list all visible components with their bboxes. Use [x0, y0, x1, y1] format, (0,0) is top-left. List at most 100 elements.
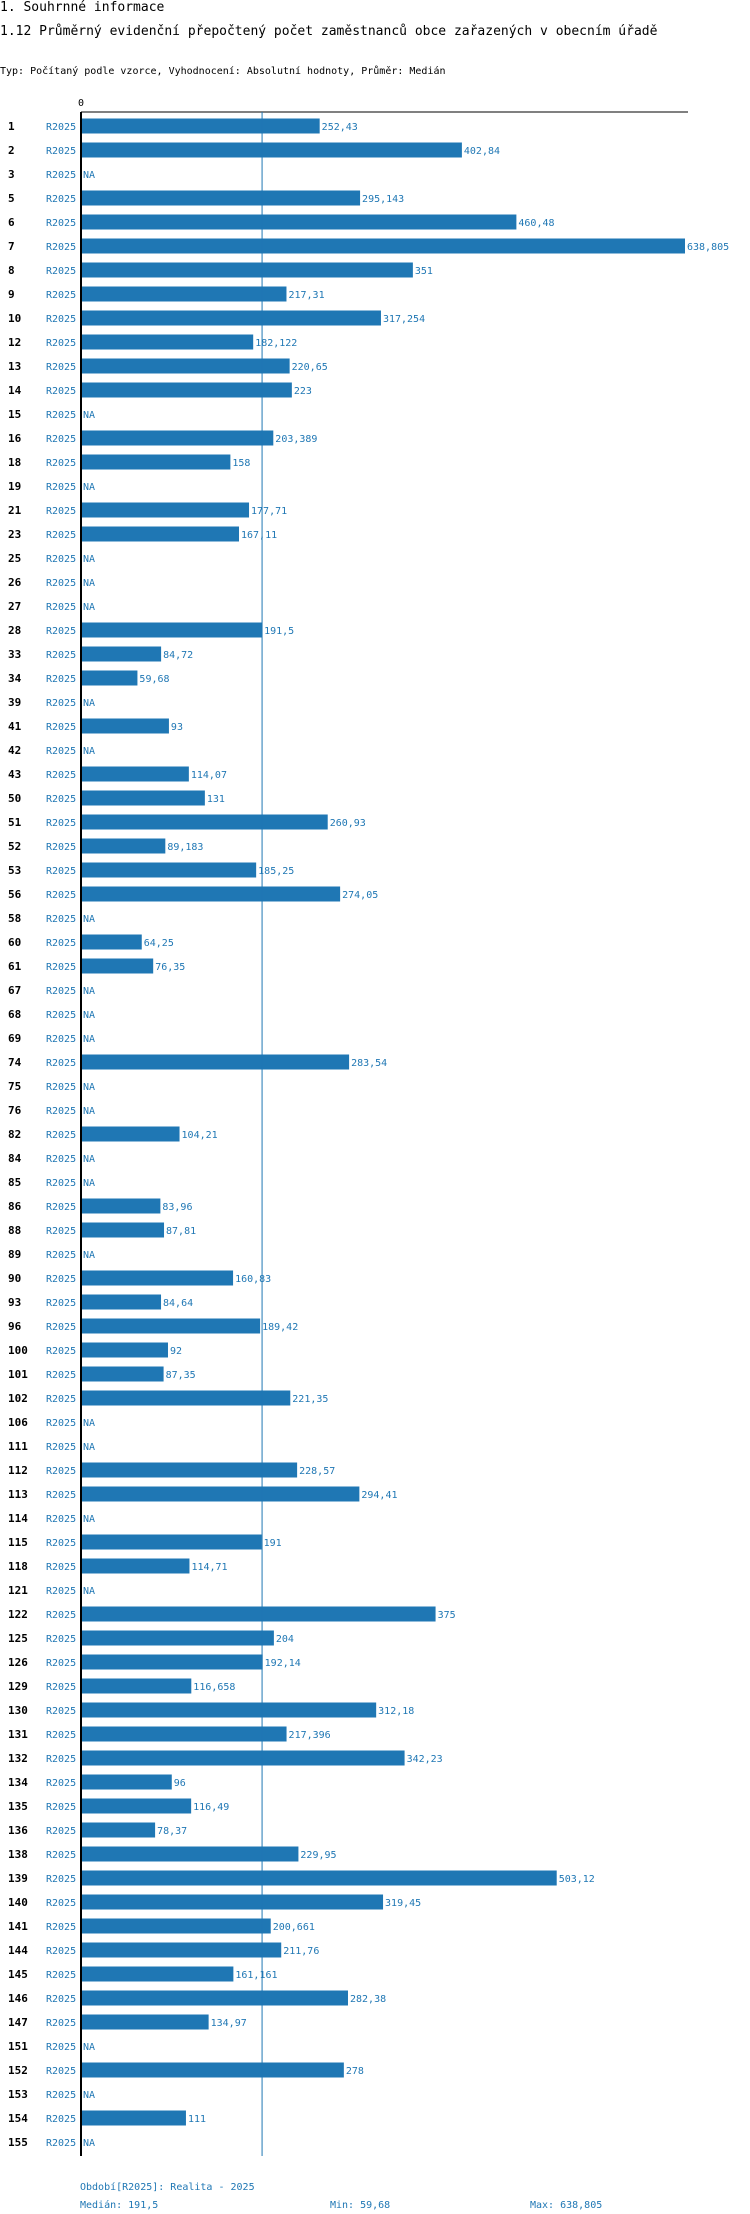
bar-value-label: 59,68: [139, 674, 169, 685]
bar-value-label: NA: [83, 1082, 95, 1093]
series-label: R2025: [46, 122, 76, 133]
bar: [81, 2062, 344, 2078]
bar: [81, 958, 154, 974]
series-label: R2025: [46, 578, 76, 589]
bar: [81, 1798, 192, 1814]
bar-value-label: NA: [83, 914, 95, 925]
series-label: R2025: [46, 1058, 76, 1069]
bar-value-label: 274,05: [342, 890, 378, 901]
series-label: R2025: [46, 338, 76, 349]
series-label: R2025: [46, 410, 76, 421]
series-label: R2025: [46, 1850, 76, 1861]
category-label: 140: [8, 1896, 28, 1909]
bar-value-label: 167,11: [241, 530, 277, 541]
category-label: 25: [8, 552, 21, 565]
series-label: R2025: [46, 1922, 76, 1933]
series-label: R2025: [46, 2066, 76, 2077]
bar-value-label: NA: [83, 170, 95, 181]
series-label: R2025: [46, 1946, 76, 1957]
bar: [81, 454, 231, 470]
bar-value-label: NA: [83, 410, 95, 421]
bar: [81, 1606, 436, 1622]
series-label: R2025: [46, 1442, 76, 1453]
bar-value-label: 76,35: [155, 962, 185, 973]
series-label: R2025: [46, 1538, 76, 1549]
series-label: R2025: [46, 1010, 76, 1021]
bar-value-label: 217,396: [289, 1730, 331, 1741]
category-label: 74: [8, 1056, 22, 1069]
bar-value-label: NA: [83, 578, 95, 589]
bar-value-label: NA: [83, 986, 95, 997]
series-label: R2025: [46, 1490, 76, 1501]
bar: [81, 262, 413, 278]
series-label: R2025: [46, 1778, 76, 1789]
bar-value-label: 217,31: [288, 290, 324, 301]
bar: [81, 1534, 262, 1550]
series-label: R2025: [46, 1898, 76, 1909]
series-label: R2025: [46, 2042, 76, 2053]
bar: [81, 1894, 384, 1910]
bar: [81, 1342, 168, 1358]
series-label: R2025: [46, 1130, 76, 1141]
bar-value-label: 204: [276, 1634, 294, 1645]
bar: [81, 382, 292, 398]
bar: [81, 2014, 209, 2030]
series-label: R2025: [46, 386, 76, 397]
bar-value-label: 342,23: [407, 1754, 443, 1765]
bar-value-label: 189,42: [262, 1322, 298, 1333]
category-label: 126: [8, 1656, 28, 1669]
category-label: 131: [8, 1728, 28, 1741]
series-label: R2025: [46, 1394, 76, 1405]
bar-value-label: 104,21: [182, 1130, 218, 1141]
category-label: 111: [8, 1440, 28, 1453]
bar-value-label: 89,183: [167, 842, 203, 853]
bar: [81, 1198, 161, 1214]
category-label: 90: [8, 1272, 21, 1285]
category-label: 43: [8, 768, 21, 781]
bar-value-label: 294,41: [361, 1490, 397, 1501]
bar-value-label: 96: [174, 1778, 186, 1789]
category-label: 15: [8, 408, 21, 421]
category-label: 14: [8, 384, 22, 397]
series-label: R2025: [46, 1034, 76, 1045]
series-label: R2025: [46, 1322, 76, 1333]
bar: [81, 1318, 261, 1334]
series-label: R2025: [46, 650, 76, 661]
bar-value-label: 158: [232, 458, 250, 469]
bar: [81, 934, 142, 950]
bar-value-label: NA: [83, 2138, 95, 2149]
series-label: R2025: [46, 1970, 76, 1981]
bar: [81, 1942, 282, 1958]
series-label: R2025: [46, 2090, 76, 2101]
category-label: 3: [8, 168, 15, 181]
bar-value-label: 402,84: [464, 146, 500, 157]
bar: [81, 214, 517, 230]
bar-value-label: 177,71: [251, 506, 287, 517]
bar: [81, 2110, 186, 2126]
bar-value-label: 64,25: [144, 938, 174, 949]
category-label: 101: [8, 1368, 28, 1381]
bar-value-label: NA: [83, 1442, 95, 1453]
category-label: 151: [8, 2040, 28, 2053]
series-label: R2025: [46, 794, 76, 805]
category-label: 9: [8, 288, 15, 301]
category-label: 23: [8, 528, 21, 541]
category-label: 76: [8, 1104, 22, 1117]
category-label: 145: [8, 1968, 28, 1981]
category-label: 6: [8, 216, 15, 229]
bar-value-label: NA: [83, 1418, 95, 1429]
bar-value-label: 192,14: [265, 1658, 301, 1669]
bar: [81, 310, 381, 326]
series-label: R2025: [46, 1082, 76, 1093]
category-label: 93: [8, 1296, 21, 1309]
series-label: R2025: [46, 1682, 76, 1693]
series-label: R2025: [46, 242, 76, 253]
category-label: 114: [8, 1512, 28, 1525]
bar: [81, 814, 328, 830]
category-label: 27: [8, 600, 21, 613]
bar: [81, 766, 189, 782]
series-label: R2025: [46, 674, 76, 685]
bar-value-label: 114,71: [191, 1562, 227, 1573]
series-label: R2025: [46, 1706, 76, 1717]
category-label: 139: [8, 1872, 28, 1885]
